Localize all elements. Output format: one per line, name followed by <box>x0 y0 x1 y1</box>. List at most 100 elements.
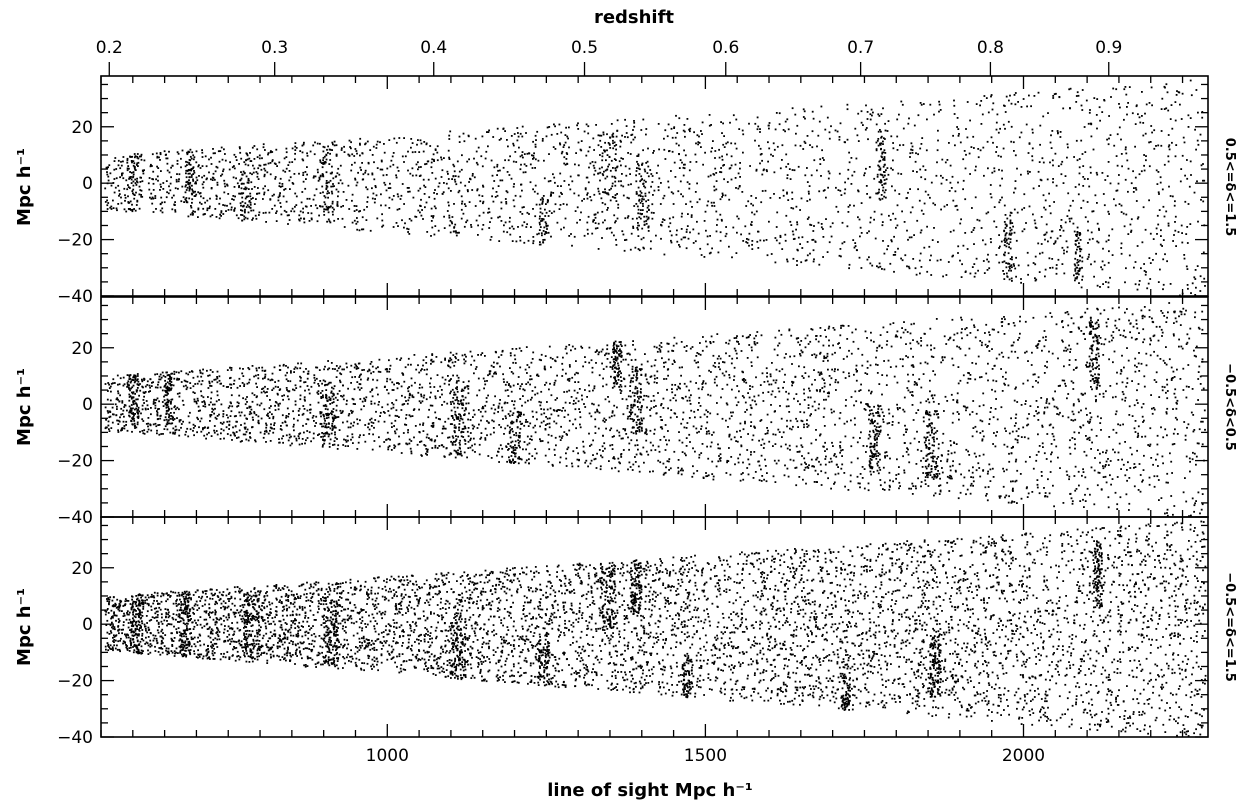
galaxy-point <box>323 214 326 216</box>
galaxy-point <box>999 199 1002 201</box>
galaxy-point <box>644 186 647 189</box>
galaxy-point <box>1058 96 1061 98</box>
galaxy-point <box>550 133 553 136</box>
galaxy-point <box>475 161 478 164</box>
galaxy-point <box>866 193 868 195</box>
galaxy-point <box>195 402 198 405</box>
galaxy-point <box>342 191 345 193</box>
galaxy-point <box>531 410 534 413</box>
galaxy-point <box>119 176 121 179</box>
galaxy-point <box>933 113 935 116</box>
galaxy-point <box>337 218 339 220</box>
galaxy-point <box>509 216 511 219</box>
galaxy-point <box>625 238 628 241</box>
galaxy-point <box>1061 379 1064 382</box>
galaxy-point <box>155 178 157 181</box>
galaxy-point <box>857 190 860 193</box>
galaxy-point <box>1109 182 1112 185</box>
galaxy-point <box>178 173 181 176</box>
galaxy-point <box>443 215 445 218</box>
galaxy-point <box>1112 396 1114 399</box>
galaxy-point <box>130 156 133 158</box>
galaxy-point <box>521 151 524 153</box>
galaxy-point <box>620 180 622 183</box>
galaxy-point <box>813 159 816 162</box>
galaxy-point <box>993 220 996 223</box>
galaxy-point <box>1133 266 1135 269</box>
galaxy-point <box>701 349 704 352</box>
galaxy-point <box>333 208 335 211</box>
galaxy-point <box>1076 246 1079 248</box>
galaxy-point <box>133 194 136 196</box>
galaxy-point <box>1012 225 1014 228</box>
galaxy-point <box>619 145 622 148</box>
galaxy-point <box>499 444 502 447</box>
galaxy-point <box>121 401 124 404</box>
galaxy-point <box>123 427 126 430</box>
galaxy-point <box>988 334 991 336</box>
galaxy-point <box>715 180 718 182</box>
galaxy-point <box>1090 263 1092 266</box>
galaxy-point <box>816 145 818 148</box>
galaxy-point <box>305 178 307 180</box>
galaxy-point <box>1057 131 1059 134</box>
galaxy-point <box>253 167 256 170</box>
galaxy-point <box>1187 126 1190 128</box>
galaxy-point <box>365 219 368 221</box>
galaxy-point <box>271 194 274 197</box>
galaxy-point <box>230 387 232 389</box>
galaxy-point <box>1183 257 1186 260</box>
galaxy-point <box>643 394 646 397</box>
galaxy-point <box>226 369 229 371</box>
galaxy-point <box>379 168 382 171</box>
galaxy-point <box>497 405 500 408</box>
galaxy-point <box>1135 366 1138 368</box>
panel-label-middle: −0.5<δ<0.5 <box>1222 363 1237 451</box>
galaxy-point <box>183 379 186 382</box>
galaxy-point <box>1171 443 1174 446</box>
galaxy-point <box>294 205 296 208</box>
galaxy-point <box>1181 241 1184 244</box>
galaxy-point <box>418 387 421 389</box>
galaxy-point <box>553 123 555 126</box>
galaxy-point <box>508 174 511 176</box>
galaxy-point <box>1048 205 1051 207</box>
galaxy-point <box>534 184 537 187</box>
galaxy-point <box>161 201 163 204</box>
galaxy-point <box>1116 164 1119 167</box>
galaxy-point <box>620 164 622 167</box>
galaxy-point <box>1149 278 1152 280</box>
galaxy-point <box>662 407 665 409</box>
galaxy-point <box>954 190 957 193</box>
galaxy-point <box>1202 163 1204 165</box>
galaxy-point <box>1113 198 1115 201</box>
galaxy-point <box>469 439 472 442</box>
galaxy-point <box>1068 217 1071 220</box>
galaxy-point <box>1046 178 1049 181</box>
galaxy-point <box>306 166 308 168</box>
galaxy-point <box>489 238 492 241</box>
galaxy-point <box>919 252 922 255</box>
galaxy-point <box>613 214 616 217</box>
galaxy-point <box>1133 466 1135 469</box>
galaxy-point <box>452 436 455 439</box>
galaxy-point <box>423 184 425 187</box>
galaxy-point <box>130 178 133 181</box>
galaxy-point <box>597 427 600 430</box>
galaxy-point <box>607 142 610 144</box>
galaxy-point <box>875 349 878 352</box>
galaxy-point <box>590 415 593 418</box>
galaxy-point <box>875 123 878 126</box>
galaxy-point <box>636 227 639 229</box>
galaxy-point <box>1144 228 1147 231</box>
galaxy-point <box>497 169 499 172</box>
galaxy-point <box>221 158 224 161</box>
galaxy-point <box>740 473 743 476</box>
galaxy-point <box>1203 409 1206 412</box>
galaxy-point <box>226 204 228 207</box>
galaxy-point <box>118 383 121 386</box>
galaxy-point <box>657 123 660 125</box>
galaxy-point <box>531 167 534 169</box>
galaxy-point <box>354 178 357 181</box>
